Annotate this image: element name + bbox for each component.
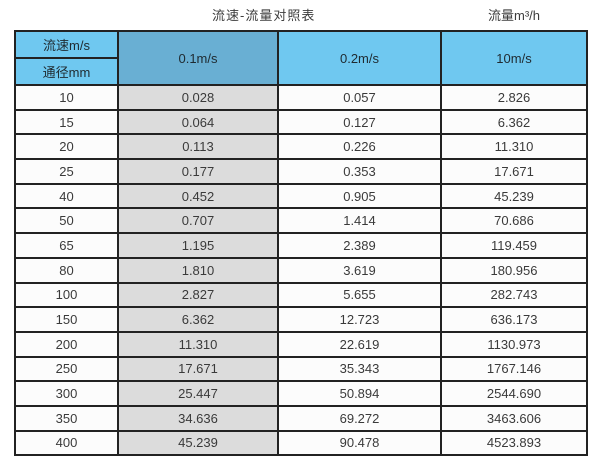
column-header-velocity-0-2: 0.2m/s xyxy=(277,30,442,86)
table-header: 流速m/s 0.1m/s 0.2m/s 10m/s 通径mm xyxy=(14,30,588,86)
flow-value-cell: 0.127 xyxy=(277,108,442,136)
flow-value-cell: 12.723 xyxy=(277,306,442,333)
table-row: 80 1.810 3.619 180.956 xyxy=(14,256,588,284)
corner-velocity-label: 流速m/s xyxy=(14,30,119,59)
corner-diameter-label: 通径mm xyxy=(14,57,119,86)
flow-value-cell: 0.353 xyxy=(277,158,442,185)
flow-value-cell: 1767.146 xyxy=(440,355,588,383)
column-header-velocity-10: 10m/s xyxy=(440,30,588,86)
flow-value-cell: 0.905 xyxy=(277,182,442,210)
table-row: 200 11.310 22.619 1130.973 xyxy=(14,330,588,358)
diameter-cell: 10 xyxy=(14,84,119,111)
flow-value-cell: 119.459 xyxy=(440,232,588,259)
flow-value-cell: 69.272 xyxy=(277,404,442,432)
flow-value-cell: 0.057 xyxy=(277,84,442,111)
table-row: 150 6.362 12.723 636.173 xyxy=(14,306,588,333)
flow-value-cell: 34.636 xyxy=(117,404,279,432)
flow-value-cell: 1.414 xyxy=(277,207,442,235)
flow-value-cell: 11.310 xyxy=(117,330,279,358)
table-row: 65 1.195 2.389 119.459 xyxy=(14,232,588,259)
table-row: 100 2.827 5.655 282.743 xyxy=(14,281,588,309)
flow-value-cell: 45.239 xyxy=(440,182,588,210)
table-row: 250 17.671 35.343 1767.146 xyxy=(14,355,588,383)
diameter-cell: 100 xyxy=(14,281,119,309)
table-row: 10 0.028 0.057 2.826 xyxy=(14,84,588,111)
flow-value-cell: 22.619 xyxy=(277,330,442,358)
flow-value-cell: 3.619 xyxy=(277,256,442,284)
flow-value-cell: 2.826 xyxy=(440,84,588,111)
flow-value-cell: 0.707 xyxy=(117,207,279,235)
flow-value-cell: 11.310 xyxy=(440,133,588,161)
flow-value-cell: 90.478 xyxy=(277,429,442,457)
flow-value-cell: 45.239 xyxy=(117,429,279,457)
flow-value-cell: 0.028 xyxy=(117,84,279,111)
diameter-cell: 200 xyxy=(14,330,119,358)
flow-value-cell: 1130.973 xyxy=(440,330,588,358)
flow-value-cell: 2.827 xyxy=(117,281,279,309)
flow-value-cell: 70.686 xyxy=(440,207,588,235)
diameter-cell: 150 xyxy=(14,306,119,333)
table-row: 40 0.452 0.905 45.239 xyxy=(14,182,588,210)
flow-value-cell: 1.195 xyxy=(117,232,279,259)
flow-value-cell: 0.177 xyxy=(117,158,279,185)
diameter-cell: 50 xyxy=(14,207,119,235)
page-title: 流速-流量对照表 xyxy=(212,8,316,23)
flow-value-cell: 2544.690 xyxy=(440,380,588,407)
flow-value-cell: 4523.893 xyxy=(440,429,588,457)
table-row: 20 0.113 0.226 11.310 xyxy=(14,133,588,161)
table-body: 10 0.028 0.057 2.826 15 0.064 0.127 6.362 20 0.11… xyxy=(14,84,588,457)
diameter-cell: 250 xyxy=(14,355,119,383)
table-row: 400 45.239 90.478 4523.893 xyxy=(14,429,588,457)
flow-value-cell: 0.064 xyxy=(117,108,279,136)
diameter-cell: 300 xyxy=(14,380,119,407)
flow-value-cell: 2.389 xyxy=(277,232,442,259)
diameter-cell: 350 xyxy=(14,404,119,432)
flow-value-cell: 0.226 xyxy=(277,133,442,161)
flow-value-cell: 3463.606 xyxy=(440,404,588,432)
table-row: 50 0.707 1.414 70.686 xyxy=(14,207,588,235)
flow-value-cell: 1.810 xyxy=(117,256,279,284)
table-row: 25 0.177 0.353 17.671 xyxy=(14,158,588,185)
diameter-cell: 20 xyxy=(14,133,119,161)
table-row: 15 0.064 0.127 6.362 xyxy=(14,108,588,136)
flow-value-cell: 0.113 xyxy=(117,133,279,161)
flow-value-cell: 0.452 xyxy=(117,182,279,210)
table-row: 350 34.636 69.272 3463.606 xyxy=(14,404,588,432)
flow-value-cell: 180.956 xyxy=(440,256,588,284)
flow-value-cell: 17.671 xyxy=(440,158,588,185)
header-row-bottom: 通径mm xyxy=(14,57,587,86)
flow-value-cell: 282.743 xyxy=(440,281,588,309)
flow-value-cell: 636.173 xyxy=(440,306,588,333)
flow-unit-label: 流量m³/h xyxy=(488,8,541,23)
column-header-velocity-0-1: 0.1m/s xyxy=(117,30,279,86)
flow-value-cell: 6.362 xyxy=(440,108,588,136)
table-row: 300 25.447 50.894 2544.690 xyxy=(14,380,588,407)
flow-value-cell: 35.343 xyxy=(277,355,442,383)
diameter-cell: 15 xyxy=(14,108,119,136)
flow-value-cell: 50.894 xyxy=(277,380,442,407)
header-row-top: 流速m/s 0.1m/s 0.2m/s 10m/s xyxy=(14,30,588,86)
diameter-cell: 65 xyxy=(14,232,119,259)
diameter-cell: 40 xyxy=(14,182,119,210)
diameter-cell: 80 xyxy=(14,256,119,284)
flow-value-cell: 17.671 xyxy=(117,355,279,383)
diameter-cell: 400 xyxy=(14,429,119,457)
flow-value-cell: 5.655 xyxy=(277,281,442,309)
flow-value-cell: 25.447 xyxy=(117,380,279,407)
diameter-cell: 25 xyxy=(14,158,119,185)
flow-value-cell: 6.362 xyxy=(117,306,279,333)
flow-rate-table: 流速m/s 0.1m/s 0.2m/s 10m/s 通径mm 10 0.028 0.… xyxy=(14,30,588,457)
